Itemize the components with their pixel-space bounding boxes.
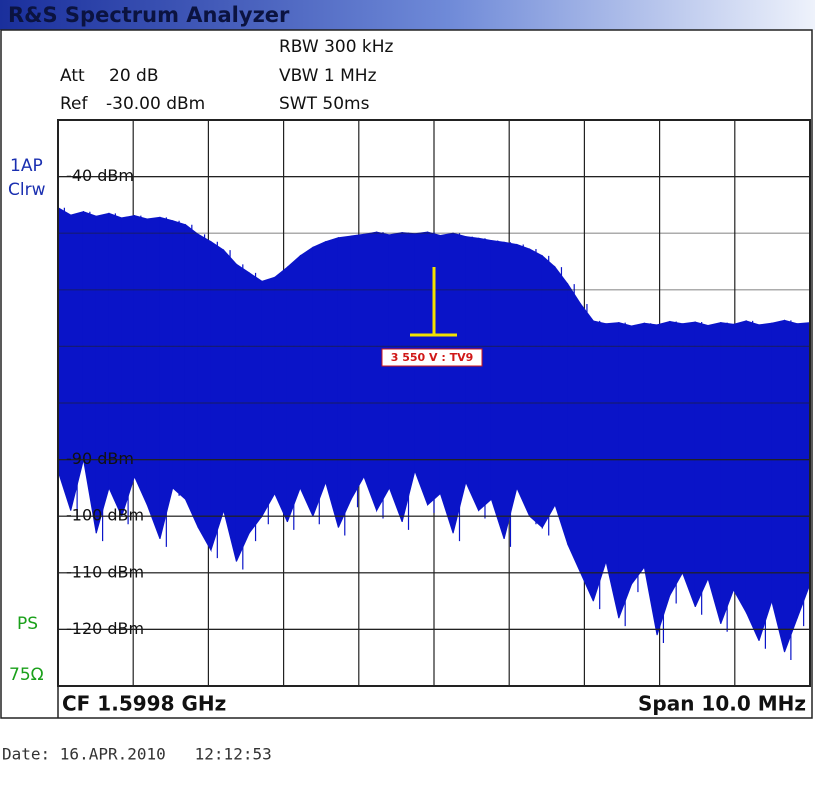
trace-info: 1AP [10, 156, 43, 176]
ps-indicator: PS [17, 614, 38, 634]
att-label: Att [60, 66, 85, 86]
center-frequency: CF 1.5998 GHz [62, 692, 226, 716]
y-tick-label: -90 dBm [66, 449, 134, 468]
ref-label: Ref [60, 94, 89, 114]
rbw: RBW 300 kHz [279, 37, 394, 57]
trace-mode: Clrw [8, 180, 46, 200]
att: 20 dB [109, 66, 159, 86]
app-title: R&S Spectrum Analyzer [8, 3, 290, 27]
ref-level: -30.00 dBm [106, 94, 205, 114]
marker-label-box [381, 348, 483, 367]
date-time: Date: 16.APR.2010 12:12:53 [2, 745, 272, 764]
y-tick-label: -110 dBm [66, 562, 144, 581]
plot-border [57, 119, 811, 687]
impedance: 75Ω [9, 665, 44, 685]
plot-area: -40 dBm -90 dBm -100 dBm -110 dBm -120 dBm 3 … [57, 119, 811, 687]
screen-frame [0, 29, 813, 719]
y-tick-label: -40 dBm [66, 166, 134, 185]
y-tick-label: -120 dBm [66, 619, 144, 638]
vbw: VBW 1 MHz [279, 66, 377, 86]
title-bar [0, 0, 815, 30]
span: Span 10.0 MHz [638, 692, 806, 716]
marker-label: 3 550 V : TV9 [391, 351, 474, 364]
y-tick-label: -100 dBm [66, 506, 144, 525]
swt: SWT 50ms [279, 94, 370, 114]
